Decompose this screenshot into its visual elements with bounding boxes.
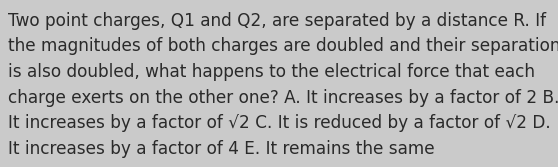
Text: Two point charges, Q1 and Q2, are separated by a distance R. If
the magnitudes o: Two point charges, Q1 and Q2, are separa… [8, 12, 558, 158]
